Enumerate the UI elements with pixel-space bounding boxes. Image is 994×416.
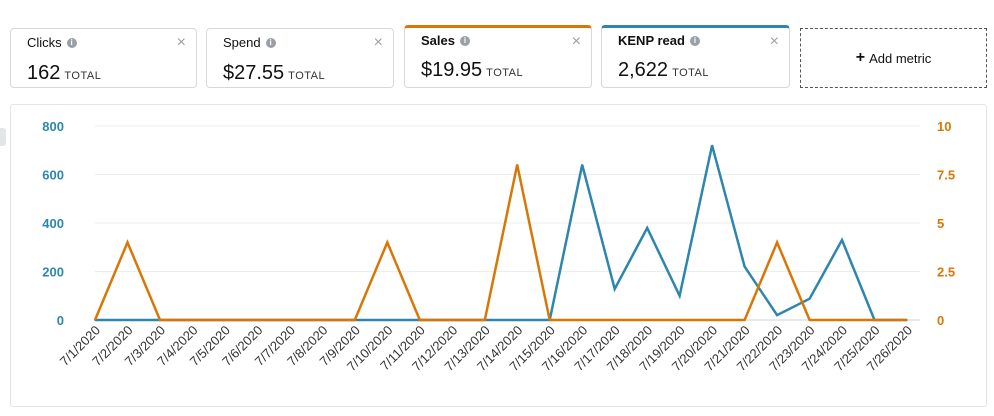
close-icon[interactable]: ×	[176, 34, 186, 51]
data-point-right	[419, 319, 421, 321]
info-icon[interactable]: i	[265, 37, 276, 48]
close-icon[interactable]: ×	[769, 33, 779, 50]
data-point-left	[581, 164, 583, 166]
data-point-right	[386, 241, 389, 244]
metric-value: 2,622 TOTAL	[618, 59, 709, 81]
metric-label: Spend i	[223, 35, 276, 50]
data-point-right	[776, 241, 778, 244]
left-tick-label: 600	[42, 168, 64, 183]
data-point-right	[256, 319, 259, 321]
data-point-right	[646, 319, 648, 321]
data-point-right	[613, 319, 616, 321]
left-tick-label: 800	[42, 119, 64, 134]
data-point-left	[841, 239, 843, 241]
data-point-right	[224, 319, 226, 321]
metric-value: $19.95 TOTAL	[421, 59, 524, 81]
info-icon[interactable]: i	[689, 35, 700, 46]
data-point-right	[94, 319, 96, 321]
metric-card-kenp-read[interactable]: KENP read i × 2,622 TOTAL	[601, 25, 790, 88]
data-point-right	[483, 319, 486, 321]
data-point-right	[516, 164, 519, 166]
close-icon[interactable]: ×	[373, 34, 383, 51]
data-point-right	[873, 319, 876, 321]
metric-label: KENP read i	[618, 33, 700, 48]
data-point-left	[711, 144, 713, 147]
data-point-right	[321, 319, 324, 321]
add-metric-button[interactable]: + Add metric	[800, 28, 987, 88]
data-point-right	[841, 319, 843, 321]
data-point-left	[678, 294, 681, 297]
right-tick-label: 5	[937, 216, 944, 231]
plus-icon: +	[855, 49, 866, 66]
info-icon[interactable]: i	[66, 37, 77, 48]
data-point-right	[743, 319, 746, 321]
metric-card-clicks[interactable]: Clicks i × 162 TOTAL	[10, 28, 197, 88]
data-point-right	[451, 319, 454, 321]
data-point-left	[743, 265, 746, 268]
data-point-left	[613, 288, 616, 290]
close-icon[interactable]: ×	[571, 33, 581, 50]
left-tick-label: 200	[42, 265, 64, 280]
data-point-right	[159, 319, 161, 321]
series-line-right	[93, 164, 907, 322]
data-point-right	[711, 319, 713, 321]
data-point-right	[906, 319, 908, 321]
data-point-right	[678, 319, 681, 321]
left-tick-label: 0	[57, 313, 64, 328]
info-icon[interactable]: i	[459, 35, 470, 46]
data-point-left	[126, 319, 129, 321]
series-line-left	[95, 145, 907, 322]
add-metric-label: Add metric	[869, 50, 932, 66]
metric-label: Sales i	[421, 33, 470, 48]
data-point-left	[808, 297, 811, 300]
data-point-left	[646, 227, 648, 229]
left-tick-label: 400	[42, 216, 64, 231]
data-point-left	[516, 319, 519, 321]
data-point-left	[386, 319, 389, 321]
right-tick-label: 0	[937, 313, 944, 328]
side-panel-handle[interactable]	[0, 128, 6, 146]
right-tick-label: 2.5	[937, 265, 955, 280]
metric-card-spend[interactable]: Spend i × $27.55 TOTAL	[206, 28, 394, 88]
data-point-right	[808, 319, 811, 321]
data-point-right	[548, 319, 551, 321]
data-point-right	[289, 319, 291, 321]
metric-label: Clicks i	[27, 35, 77, 50]
right-tick-label: 7.5	[937, 168, 955, 183]
data-point-right	[354, 319, 356, 321]
data-point-right	[126, 241, 129, 244]
data-point-right	[581, 319, 583, 321]
metric-value: 162 TOTAL	[27, 62, 102, 84]
metric-value: $27.55 TOTAL	[223, 62, 326, 84]
right-tick-label: 10	[937, 119, 951, 134]
metric-card-sales[interactable]: Sales i × $19.95 TOTAL	[404, 25, 592, 88]
data-point-left	[776, 314, 778, 316]
data-point-right	[191, 319, 194, 321]
